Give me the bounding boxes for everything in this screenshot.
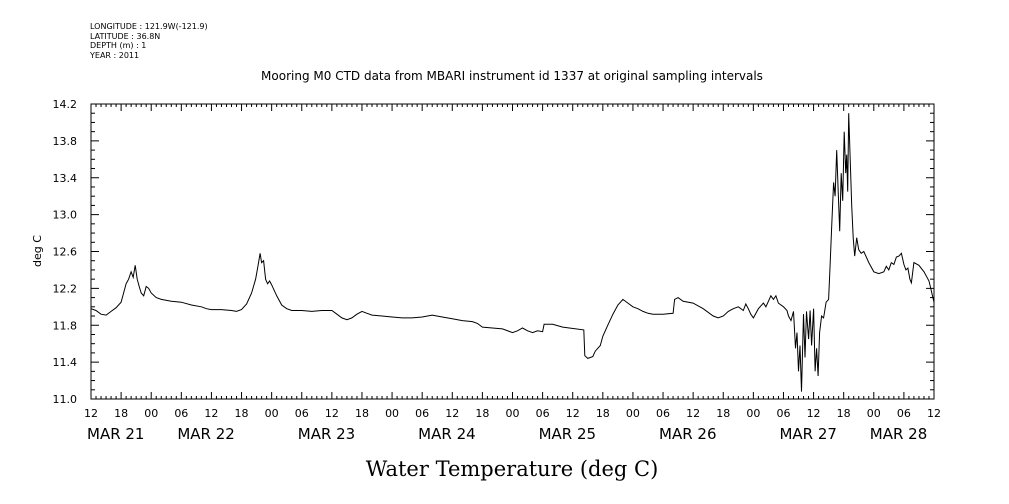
date-labels: MAR 21 MAR 22 MAR 23 MAR 24 MAR 25 MAR 26 MAR … [87,425,927,443]
y-tick-label: 12.6 [53,246,78,259]
y-tick-label: 11.4 [53,356,78,369]
x-tick-label: 06 [415,407,429,420]
x-tick-label: 12 [84,407,98,420]
x-tick-label: 00 [746,407,760,420]
date-label: MAR 27 [779,425,836,443]
y-axis-label: deg C [31,235,44,267]
x-tick-label: 18 [114,407,128,420]
date-label: MAR 26 [659,425,716,443]
x-tick-label: 06 [174,407,188,420]
date-label: MAR 24 [418,425,475,443]
x-tick-label: 12 [445,407,459,420]
date-label: MAR 23 [298,425,355,443]
x-tick-label: 12 [566,407,580,420]
x-tick-label: 18 [716,407,730,420]
x-tick-label: 06 [776,407,790,420]
year-label: YEAR : 2011 [90,50,140,60]
y-tick-label: 13.8 [53,135,78,148]
x-tick-label: 00 [265,407,279,420]
x-tick-label: 12 [325,407,339,420]
date-label: MAR 21 [87,425,144,443]
x-tick-label: 12 [686,407,700,420]
x-tick-label: 12 [807,407,821,420]
longitude-label: LONGITUDE : 121.9W(-121.9) [90,22,208,31]
series-line [90,113,935,392]
plot-frame [90,103,935,400]
date-label: MAR 28 [870,425,927,443]
x-tick-label: 00 [385,407,399,420]
x-tick-label: 18 [596,407,610,420]
y-tick-label: 13.0 [53,209,78,222]
y-tick-label: 11.8 [53,319,78,332]
x-tick-label: 06 [295,407,309,420]
x-tick-label: 12 [204,407,218,420]
x-tick-label: 00 [144,407,158,420]
latitude-label: LATITUDE : 36.8N [90,31,161,41]
x-tick-label: 06 [656,407,670,420]
x-tick-label: 18 [235,407,249,420]
x-tick-labels: 12 18 00 06 12 18 00 06 12 18 00 06 12 18 00 06 12 18 00 06… [84,407,941,420]
x-tick-label: 12 [927,407,941,420]
x-tick-label: 06 [897,407,911,420]
x-tick-label: 06 [536,407,550,420]
y-tick-label: 12.2 [53,282,78,295]
y-tick-label: 11.0 [53,393,78,406]
x-tick-label: 18 [475,407,489,420]
x-tick-label: 00 [626,407,640,420]
depth-label: DEPTH (m) : 1 [90,41,147,50]
x-tick-label: 18 [837,407,851,420]
header-info: LONGITUDE : 121.9W(-121.9) LATITUDE : 36… [90,22,208,60]
chart-subtitle: Water Temperature (deg C) [366,457,659,481]
y-tick-labels: 11.0 11.4 11.8 12.2 12.6 13.0 13.4 13.8 14.2 [53,98,78,406]
date-label: MAR 22 [177,425,234,443]
x-tick-label: 00 [867,407,881,420]
x-tick-label: 18 [355,407,369,420]
axis-ticks [90,103,935,400]
y-tick-label: 13.4 [53,172,78,185]
x-tick-label: 00 [506,407,520,420]
date-label: MAR 25 [539,425,596,443]
chart-title: Mooring M0 CTD data from MBARI instrumen… [261,69,763,83]
y-tick-label: 14.2 [53,98,78,111]
